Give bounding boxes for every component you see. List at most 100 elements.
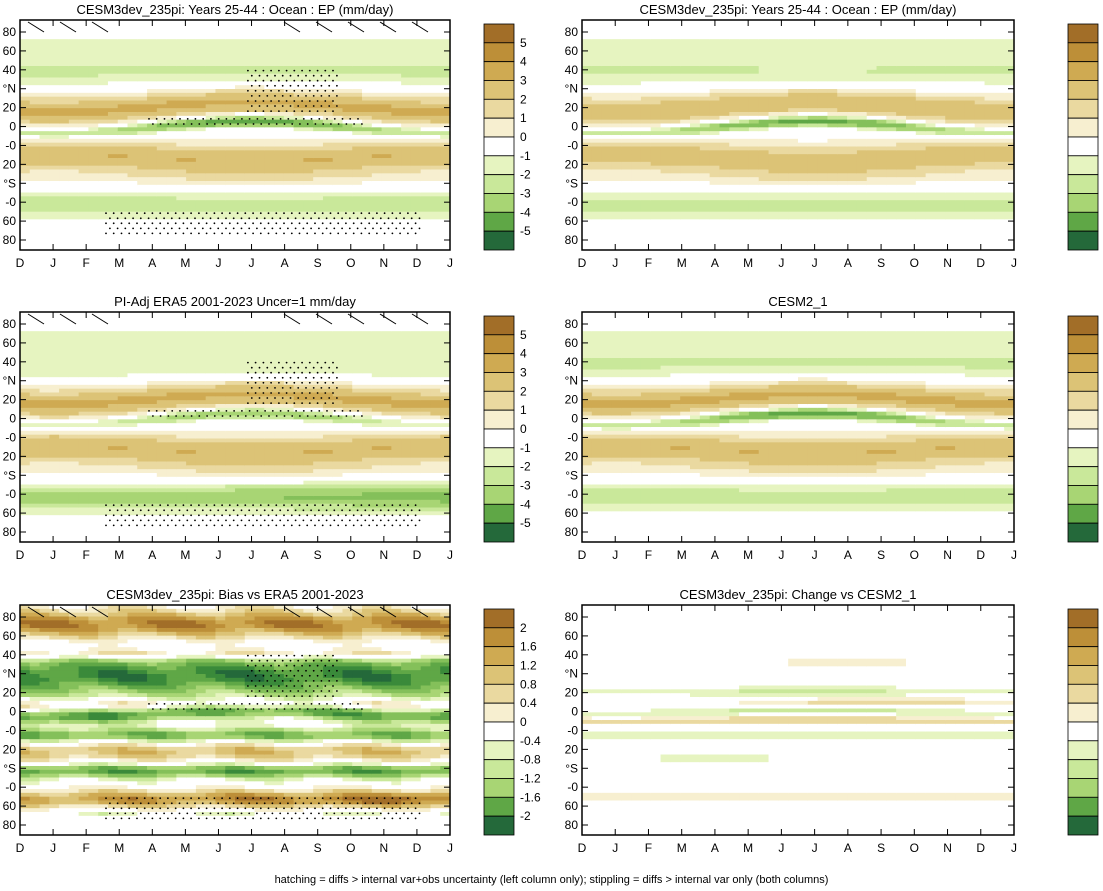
heat-cell [342, 135, 353, 140]
heat-cell [729, 54, 740, 59]
heat-cell [837, 127, 848, 132]
heat-cell [886, 54, 897, 59]
heat-cell [631, 146, 642, 151]
heat-cell [137, 165, 148, 171]
heat-cell [601, 131, 613, 136]
heat-cell [768, 154, 779, 159]
heat-cell [20, 169, 31, 174]
heat-cell [410, 85, 422, 90]
heat-cell [837, 123, 848, 128]
heat-cell [847, 115, 858, 121]
heat-cell [866, 200, 878, 205]
heat-cell [29, 43, 41, 48]
heat-cell [381, 81, 392, 86]
heat-cell [371, 169, 383, 174]
heat-cell [362, 230, 373, 236]
colorbar-box [483, 174, 515, 194]
heat-cell [98, 115, 109, 121]
stipple-dot [289, 95, 292, 97]
heat-cell [303, 31, 314, 36]
heat-cell [729, 181, 740, 186]
heat-cell [582, 100, 593, 105]
heat-cell [127, 104, 138, 109]
heat-cell [601, 20, 613, 25]
heat-cell [719, 104, 730, 109]
heat-cell [709, 43, 721, 48]
heat-cell [293, 66, 305, 71]
heat-cell [68, 227, 80, 232]
heat-cell [420, 131, 432, 136]
heat-cell [719, 131, 730, 136]
heat-cell [886, 27, 897, 33]
heat-cell [591, 154, 603, 159]
heat-cell [362, 23, 373, 29]
heat-cell [748, 150, 760, 155]
heat-cell [591, 135, 603, 140]
heat-cell [631, 138, 642, 144]
heat-cell [391, 142, 402, 148]
heat-cell [640, 27, 652, 33]
heat-cell [166, 138, 177, 144]
stipple-dot [147, 227, 150, 230]
heat-cell [215, 165, 226, 171]
heat-cell [709, 230, 721, 236]
heat-cell [322, 211, 334, 217]
heat-cell [264, 158, 275, 163]
heat-cell [176, 246, 187, 251]
heat-cell [640, 20, 652, 25]
heat-cell [391, 100, 402, 105]
heat-cell [401, 115, 412, 121]
heat-cell [729, 31, 740, 36]
heat-cell [719, 20, 730, 25]
heat-cell [670, 119, 681, 125]
heat-cell [166, 123, 177, 128]
heat-cell [719, 138, 730, 144]
heat-cell [410, 135, 422, 140]
heat-cell [798, 158, 809, 163]
heat-cell [137, 196, 148, 201]
heat-cell [88, 188, 99, 194]
heat-cell [680, 27, 691, 33]
heat-cell [420, 96, 432, 102]
stipple-dot [295, 118, 297, 120]
stipple-dot [225, 217, 227, 220]
heat-cell [107, 35, 119, 40]
heat-cell [817, 211, 829, 217]
heat-cell [381, 85, 392, 90]
heat-cell [621, 43, 632, 48]
heat-cell [837, 215, 848, 220]
heat-cell [788, 69, 799, 75]
heat-cell [88, 242, 99, 247]
heat-cell [611, 85, 622, 90]
heat-cell [322, 62, 334, 67]
heat-cell [68, 207, 80, 213]
heat-cell [274, 204, 285, 209]
heat-cell [876, 238, 887, 243]
heat-cell [371, 215, 383, 220]
heat-cell [690, 100, 701, 105]
stipple-dot [275, 232, 278, 235]
heat-cell [127, 173, 138, 178]
heat-cell [660, 161, 671, 167]
heat-cell [332, 50, 344, 56]
heat-cell [107, 246, 119, 251]
heat-cell [215, 127, 226, 132]
heat-cell [837, 46, 848, 52]
heat-cell [20, 211, 31, 217]
heat-cell [186, 161, 197, 167]
heat-cell [283, 23, 295, 29]
heat-cell [670, 177, 681, 182]
heat-cell [768, 123, 779, 128]
stipple-dot [293, 89, 296, 92]
heat-cell [78, 204, 90, 209]
heat-cell [430, 104, 441, 109]
heat-cell [127, 31, 138, 36]
heat-cell [817, 104, 829, 109]
heat-cell [788, 135, 799, 140]
heat-cell [729, 131, 740, 136]
heat-cell [322, 158, 334, 163]
heat-cell [68, 196, 80, 201]
heat-cell [59, 131, 70, 136]
heat-cell [670, 62, 681, 67]
heat-cell [876, 230, 887, 236]
